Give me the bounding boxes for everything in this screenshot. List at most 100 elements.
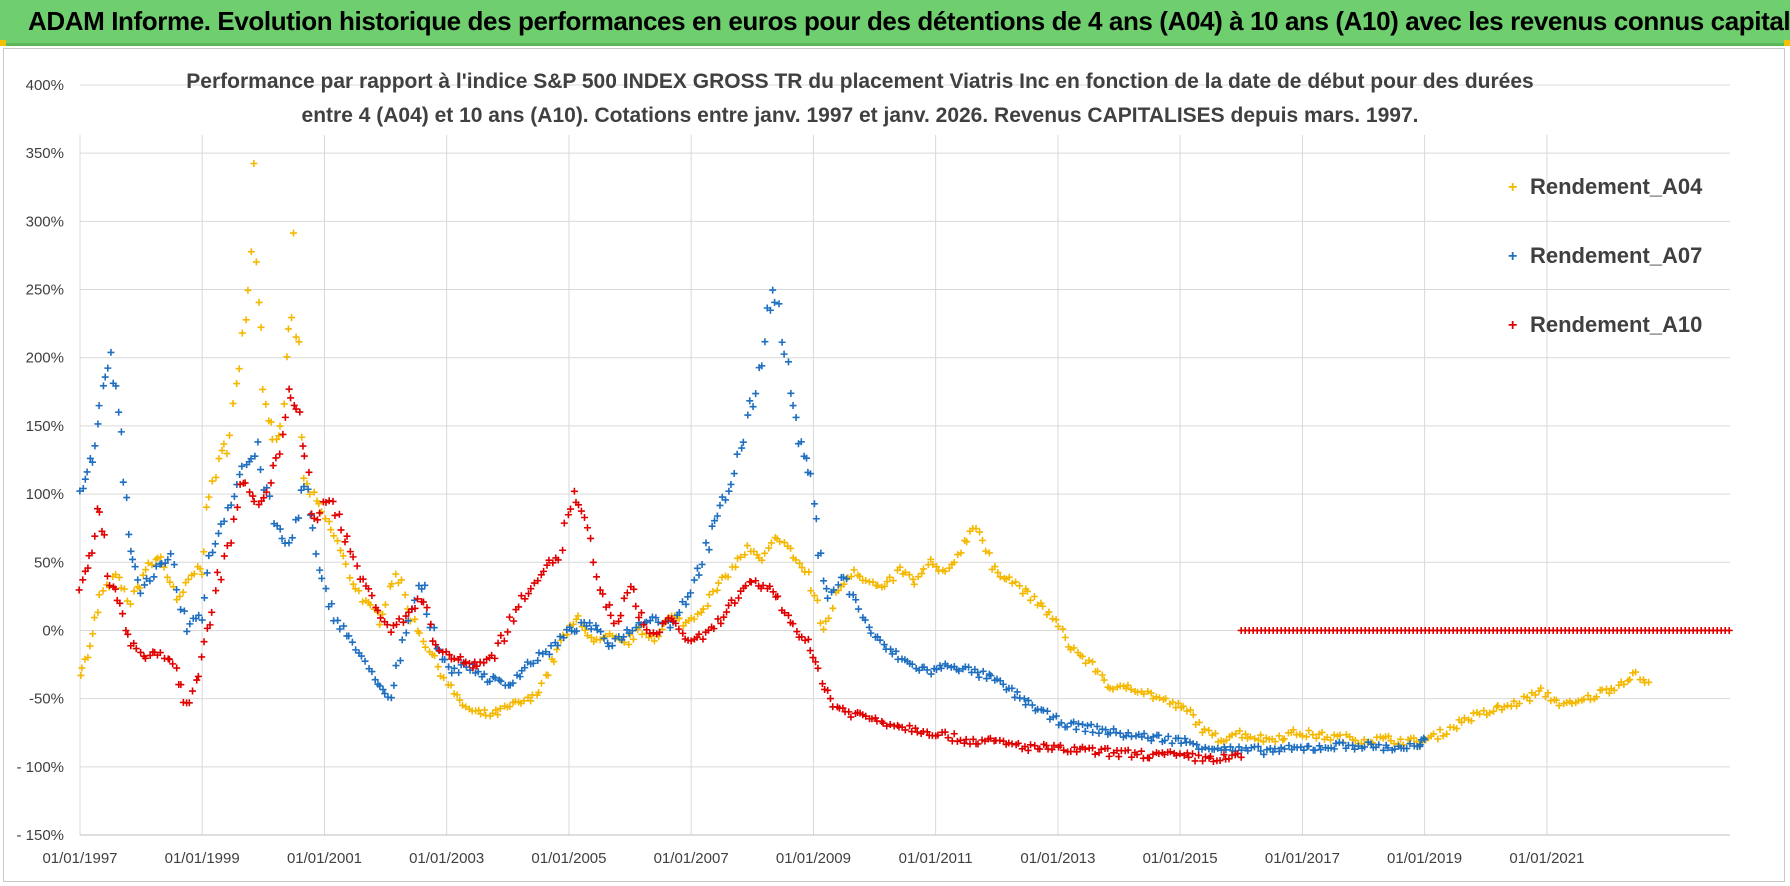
data-point-rendement-a10	[423, 604, 431, 612]
data-point-rendement-a10	[249, 492, 257, 500]
data-point-rendement-a10	[75, 586, 83, 594]
data-point-rendement-a07	[746, 397, 754, 405]
data-point-rendement-a10	[146, 651, 154, 659]
data-point-rendement-a10	[632, 602, 640, 610]
data-point-rendement-a04	[1586, 696, 1594, 704]
data-point-rendement-a04	[527, 697, 535, 705]
data-point-rendement-a04	[1302, 733, 1310, 741]
data-point-rendement-a04	[1211, 729, 1219, 737]
data-point-rendement-a07	[368, 668, 376, 676]
data-point-rendement-a10	[98, 527, 106, 535]
data-point-rendement-a04	[825, 614, 833, 622]
data-point-rendement-a04	[1140, 690, 1148, 698]
data-point-rendement-a07	[1351, 745, 1359, 753]
data-point-rendement-a04	[300, 474, 308, 482]
data-point-rendement-a04	[1205, 726, 1213, 734]
data-point-rendement-a04	[1610, 686, 1618, 694]
data-point-rendement-a07	[780, 350, 788, 358]
data-point-rendement-a07	[448, 669, 456, 677]
data-point-rendement-a07	[708, 522, 716, 530]
data-point-rendement-a07	[1020, 695, 1028, 703]
data-point-rendement-a07	[88, 458, 96, 466]
x-tick-label: 01/01/2001	[287, 850, 362, 867]
data-point-rendement-a04	[587, 633, 595, 641]
data-point-rendement-a04	[179, 588, 187, 596]
data-point-rendement-a04	[176, 592, 184, 600]
data-point-rendement-a04	[574, 612, 582, 620]
data-point-rendement-a04	[905, 571, 913, 579]
data-point-rendement-a10	[497, 631, 505, 639]
data-point-rendement-a04	[284, 325, 292, 333]
data-point-rendement-a04	[1537, 684, 1545, 692]
data-point-rendement-a10	[116, 599, 124, 607]
data-point-rendement-a10	[427, 620, 435, 628]
data-point-rendement-a07	[177, 606, 185, 614]
data-point-rendement-a07	[112, 382, 120, 390]
data-point-rendement-a07	[733, 450, 741, 458]
data-point-rendement-a07	[1244, 747, 1252, 755]
data-point-rendement-a04	[553, 645, 561, 653]
data-point-rendement-a04	[152, 556, 160, 564]
data-point-rendement-a07	[371, 676, 379, 684]
data-point-rendement-a04	[1127, 685, 1135, 693]
data-point-rendement-a07	[698, 560, 706, 568]
data-point-rendement-a07	[140, 581, 148, 589]
data-point-rendement-a07	[300, 483, 308, 491]
data-point-rendement-a10	[1220, 751, 1228, 759]
data-point-rendement-a10	[272, 454, 280, 462]
data-point-rendement-a10	[567, 505, 575, 513]
data-point-rendement-a07	[450, 664, 458, 672]
data-point-rendement-a07	[542, 648, 550, 656]
data-point-rendement-a04	[1257, 731, 1265, 739]
data-point-rendement-a07	[521, 664, 529, 672]
data-point-rendement-a04	[163, 573, 171, 581]
data-point-rendement-a07	[652, 614, 660, 622]
data-point-rendement-a04	[765, 544, 773, 552]
data-point-rendement-a04	[494, 711, 502, 719]
data-point-rendement-a07	[996, 677, 1004, 685]
data-point-rendement-a04	[1494, 702, 1502, 710]
data-point-rendement-a04	[1254, 736, 1262, 744]
data-point-rendement-a07	[810, 500, 818, 508]
data-point-rendement-a04	[215, 455, 223, 463]
data-point-rendement-a04	[978, 536, 986, 544]
data-point-rendement-a10	[445, 651, 453, 659]
data-point-rendement-a04	[1271, 738, 1279, 746]
data-point-rendement-a04	[715, 579, 723, 587]
data-point-rendement-a07	[789, 402, 797, 410]
data-point-rendement-a10	[515, 603, 523, 611]
data-point-rendement-a04	[208, 477, 216, 485]
y-tick-label: 300%	[26, 213, 64, 230]
data-point-rendement-a10	[620, 594, 628, 602]
data-point-rendement-a10	[276, 450, 284, 458]
data-point-rendement-a10	[587, 534, 595, 542]
data-point-rendement-a04	[1318, 728, 1326, 736]
data-point-rendement-a04	[306, 490, 314, 498]
data-point-rendement-a10	[950, 730, 958, 738]
data-point-rendement-a07	[738, 444, 746, 452]
data-point-rendement-a07	[646, 617, 654, 625]
data-point-rendement-a07	[334, 616, 342, 624]
data-point-rendement-a04	[1490, 707, 1498, 715]
data-point-rendement-a07	[173, 586, 181, 594]
data-point-rendement-a07	[336, 625, 344, 633]
data-point-rendement-a04	[89, 630, 97, 638]
data-point-rendement-a07	[999, 680, 1007, 688]
data-point-rendement-a04	[792, 556, 800, 564]
data-point-rendement-a10	[465, 659, 473, 667]
data-point-rendement-a07	[1155, 731, 1163, 739]
data-point-rendement-a04	[1012, 578, 1020, 586]
data-point-rendement-a04	[1563, 698, 1571, 706]
data-point-rendement-a10	[517, 592, 525, 600]
data-point-rendement-a07	[849, 591, 857, 599]
data-point-rendement-a07	[516, 673, 524, 681]
data-point-rendement-a07	[807, 470, 815, 478]
data-point-rendement-a04	[1232, 730, 1240, 738]
data-point-rendement-a10	[236, 480, 244, 488]
data-point-rendement-a10	[1042, 742, 1050, 750]
y-tick-label: 200%	[26, 350, 64, 367]
data-point-rendement-a04	[184, 575, 192, 583]
data-point-rendement-a07	[164, 556, 172, 564]
data-point-rendement-a04	[1059, 625, 1067, 633]
data-point-rendement-a07	[1102, 726, 1110, 734]
